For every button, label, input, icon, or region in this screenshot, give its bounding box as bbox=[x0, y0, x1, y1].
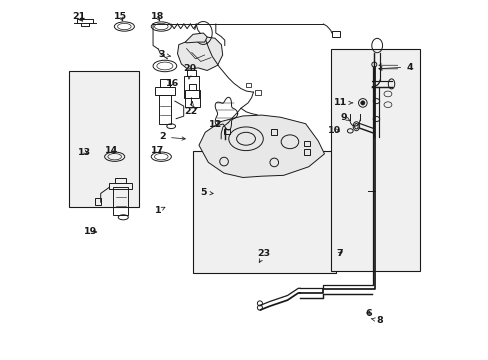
Bar bbox=[187, 70, 195, 76]
Bar bbox=[109, 183, 132, 189]
Bar bbox=[192, 151, 335, 273]
Text: 17: 17 bbox=[151, 146, 164, 155]
Text: 7: 7 bbox=[336, 249, 343, 258]
Text: 21: 21 bbox=[72, 12, 85, 21]
Bar bbox=[113, 187, 128, 215]
Bar bbox=[95, 198, 101, 205]
Bar bbox=[304, 149, 309, 154]
Text: 16: 16 bbox=[165, 79, 178, 88]
Bar bbox=[155, 87, 175, 95]
Bar bbox=[188, 84, 196, 90]
Text: 15: 15 bbox=[114, 12, 127, 21]
Bar bbox=[183, 76, 199, 98]
Text: 8: 8 bbox=[370, 316, 383, 325]
Text: 13: 13 bbox=[78, 148, 91, 157]
Text: 12: 12 bbox=[208, 120, 221, 129]
Circle shape bbox=[360, 101, 364, 105]
Text: 1: 1 bbox=[155, 206, 164, 215]
Text: 11: 11 bbox=[333, 98, 352, 107]
Bar bbox=[69, 71, 139, 207]
Text: 3: 3 bbox=[158, 50, 170, 59]
Text: 18: 18 bbox=[151, 12, 164, 21]
Text: 5: 5 bbox=[200, 188, 213, 197]
Polygon shape bbox=[199, 115, 324, 177]
Polygon shape bbox=[177, 37, 222, 71]
Polygon shape bbox=[185, 33, 207, 43]
Bar bbox=[246, 83, 251, 87]
Bar bbox=[185, 90, 199, 107]
Bar bbox=[160, 78, 169, 87]
Bar bbox=[332, 31, 340, 37]
Text: 10: 10 bbox=[327, 126, 341, 135]
Text: 9: 9 bbox=[340, 113, 349, 122]
Bar bbox=[330, 49, 419, 271]
Text: 14: 14 bbox=[104, 146, 118, 155]
Text: 2: 2 bbox=[159, 132, 185, 141]
Text: 4: 4 bbox=[378, 63, 412, 72]
Text: 19: 19 bbox=[84, 228, 98, 237]
Bar bbox=[271, 130, 277, 135]
Bar bbox=[115, 178, 126, 183]
Text: 6: 6 bbox=[364, 309, 371, 318]
Bar bbox=[224, 129, 229, 134]
Text: 23: 23 bbox=[257, 249, 270, 262]
Text: 22: 22 bbox=[183, 102, 197, 116]
Bar bbox=[158, 95, 171, 124]
Text: 20: 20 bbox=[183, 64, 196, 79]
Bar bbox=[304, 141, 309, 147]
Bar bbox=[254, 90, 261, 95]
